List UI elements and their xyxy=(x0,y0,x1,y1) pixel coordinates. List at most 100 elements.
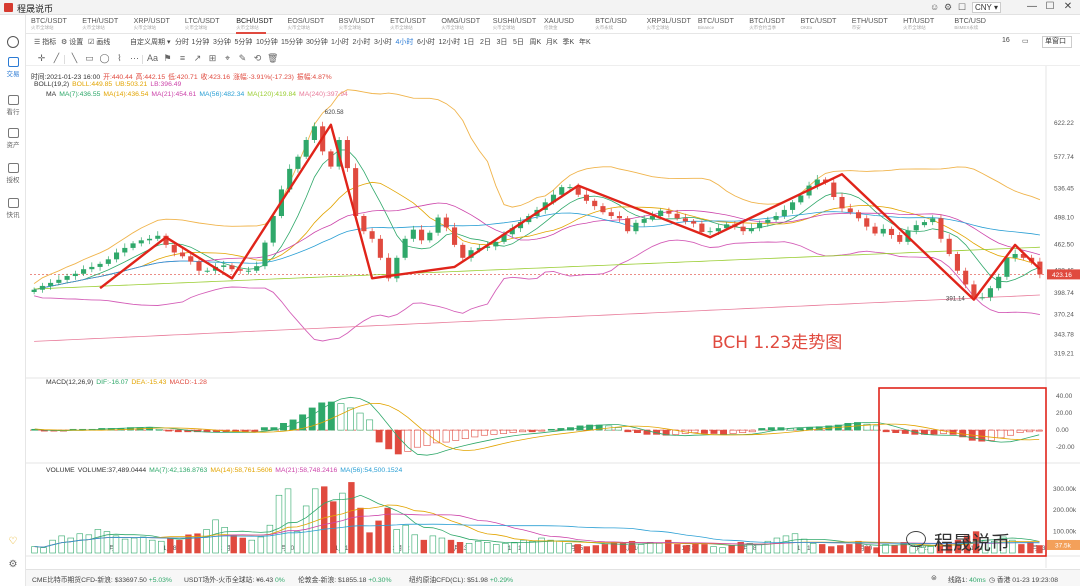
candle-body xyxy=(328,151,334,167)
symbol-exchange: 火币全球站 xyxy=(903,25,926,30)
symbol-tab[interactable]: BTC/USD 火币永续 xyxy=(595,16,645,31)
interval-button[interactable]: 2小时 xyxy=(352,39,371,46)
toolbar-button[interactable]: ⚙ 设置 xyxy=(61,39,84,46)
symbol-tab[interactable]: XRP3L/USDT 火币全球站 xyxy=(647,16,697,31)
interval-button[interactable]: 15分钟 xyxy=(281,39,303,46)
interval-button[interactable]: 月K xyxy=(546,39,558,46)
interval-button[interactable]: 2日 xyxy=(480,39,491,46)
candle-body xyxy=(56,279,62,283)
interval-button[interactable]: 6小时 xyxy=(417,39,435,46)
theme-toggle-icon[interactable] xyxy=(0,36,26,48)
favorite-icon[interactable]: ♡ xyxy=(8,536,18,547)
draw-tool-icon[interactable]: ⌖ xyxy=(224,53,231,63)
macd-dea-line xyxy=(34,402,1040,452)
user-icon[interactable]: ☺ xyxy=(930,2,940,12)
symbol-tab[interactable]: BCH/USDT 火币全球站 xyxy=(236,16,286,34)
symbol-tab[interactable]: LTC/USDT 火币全球站 xyxy=(185,16,235,31)
settings-icon[interactable]: ⚙ xyxy=(8,559,18,570)
draw-tool-icon[interactable]: ≡ xyxy=(179,53,186,63)
draw-tool-icon[interactable]: ✛ xyxy=(37,53,46,63)
symbol-tab[interactable]: ETC/USDT 火币全球站 xyxy=(390,16,440,31)
window-icon[interactable]: ☐ xyxy=(958,2,967,12)
draw-tool-icon[interactable]: ✎ xyxy=(238,53,247,63)
symbol-tab[interactable]: OMG/USDT 火币全球站 xyxy=(441,16,491,31)
draw-tool-icon[interactable]: ↗ xyxy=(193,53,202,63)
interval-button[interactable]: 周K xyxy=(529,39,542,46)
symbol-tab[interactable]: XAUUSD 伦敦金 xyxy=(544,16,594,31)
wifi-icon: ⊜ xyxy=(931,575,937,582)
toolbar-button[interactable]: ☑ 画线 xyxy=(88,39,111,46)
volume-bar xyxy=(493,544,500,554)
interval-button[interactable]: 季K xyxy=(562,39,575,46)
volume-bar xyxy=(1018,544,1025,554)
draw-tool-icon[interactable]: ⟲ xyxy=(253,53,262,63)
candle-body xyxy=(864,218,870,227)
sidebar-item[interactable]: 资产 xyxy=(0,128,26,149)
minimize-button[interactable]: — xyxy=(1027,1,1037,12)
interval-button[interactable]: 年K xyxy=(579,39,591,46)
settings-gear-icon[interactable]: ⚙ xyxy=(944,2,953,12)
sidebar-item[interactable]: 看行 xyxy=(0,95,26,116)
custom-interval-dropdown[interactable]: 自定义周期 ▾ xyxy=(130,39,171,46)
interval-button[interactable]: 10分钟 xyxy=(256,39,278,46)
symbol-tab[interactable]: BTC/USDT OKEx xyxy=(801,16,851,31)
sidebar-item[interactable]: 授权 xyxy=(0,163,26,184)
candle-body xyxy=(831,182,837,197)
interval-button[interactable]: 1小时 xyxy=(331,39,349,46)
interval-button[interactable]: 1分钟 xyxy=(191,39,210,46)
interval-button[interactable]: 3分钟 xyxy=(213,39,231,46)
symbol-tab[interactable]: BTC/USD BitMEX永续 xyxy=(954,16,1004,31)
draw-tool-icon[interactable]: ⌇ xyxy=(117,53,122,63)
draw-tool-icon[interactable]: ⚑ xyxy=(163,53,172,63)
last-price-tag xyxy=(1047,269,1080,280)
symbol-tab[interactable]: BTC/USDT 火币合约当季 xyxy=(749,16,799,31)
sidebar-item[interactable]: 交易 xyxy=(0,57,26,78)
symbol-tab[interactable]: EOS/USDT 火币全球站 xyxy=(288,16,338,31)
symbol-name: BTC/USD xyxy=(954,16,986,25)
window-mode-dropdown[interactable]: 单窗口 xyxy=(1042,36,1072,48)
layout-icon[interactable]: ▭ xyxy=(1022,38,1029,45)
macd-histogram-bar xyxy=(987,429,995,441)
symbol-name: BTC/USD xyxy=(595,16,627,25)
candle-body xyxy=(443,217,449,228)
interval-button[interactable]: 1日 xyxy=(463,39,475,46)
price-tick-label: 343.78 xyxy=(1054,332,1074,339)
draw-tool-icon[interactable]: 🗑 xyxy=(267,53,279,63)
candle-body xyxy=(757,222,763,229)
interval-button[interactable]: 3小时 xyxy=(374,39,392,46)
maximize-button[interactable]: ☐ xyxy=(1045,1,1055,12)
interval-button[interactable]: 分时 xyxy=(175,39,189,46)
symbol-name: LTC/USDT xyxy=(184,16,220,25)
sidebar-item[interactable]: 快讯 xyxy=(0,198,26,219)
symbol-tab[interactable]: BSV/USDT 火币全球站 xyxy=(339,16,389,31)
draw-tool-icon[interactable]: ╲ xyxy=(71,53,78,63)
draw-tool-icon[interactable]: Aa xyxy=(147,53,159,63)
interval-button[interactable]: 5分钟 xyxy=(234,39,253,46)
currency-select[interactable]: CNY ▾ xyxy=(972,2,1001,13)
volume-bar xyxy=(411,534,418,554)
toolbar-button[interactable]: ☰ 指标 xyxy=(34,39,57,46)
candle-body xyxy=(559,187,565,195)
candle-body xyxy=(493,241,499,247)
symbol-tab[interactable]: BTC/USDT 火币全球站 xyxy=(31,16,81,31)
symbol-tab[interactable]: ETH/USDT 火币全球站 xyxy=(82,16,132,31)
symbol-tab[interactable]: SUSHI/USDT 火币全球站 xyxy=(493,16,543,31)
interval-button[interactable]: 5日 xyxy=(513,39,524,46)
symbol-tab[interactable]: BTC/USDT Binance xyxy=(698,16,748,31)
ma-value: MA xyxy=(46,91,57,98)
symbol-tab[interactable]: ETH/USDT 币安 xyxy=(852,16,902,31)
draw-tool-icon[interactable]: ◯ xyxy=(99,53,110,63)
interval-button[interactable]: 4小时 xyxy=(395,39,414,46)
symbol-tab[interactable]: HT/USDT 火币全球站 xyxy=(903,16,953,31)
draw-tool-icon[interactable]: ╱ xyxy=(53,53,60,63)
interval-button[interactable]: 3日 xyxy=(496,39,508,46)
draw-tool-icon[interactable]: ▭ xyxy=(85,53,94,63)
close-button[interactable]: ✕ xyxy=(1063,1,1073,12)
draw-tool-icon[interactable]: ⊞ xyxy=(208,53,217,63)
draw-tool-icon[interactable]: ⋯ xyxy=(130,53,139,63)
symbol-tab[interactable]: XRP/USDT 火币全球站 xyxy=(134,16,184,31)
candle-body xyxy=(484,246,491,248)
interval-button[interactable]: 12小时 xyxy=(438,39,461,46)
interval-button[interactable]: 30分钟 xyxy=(306,39,328,46)
